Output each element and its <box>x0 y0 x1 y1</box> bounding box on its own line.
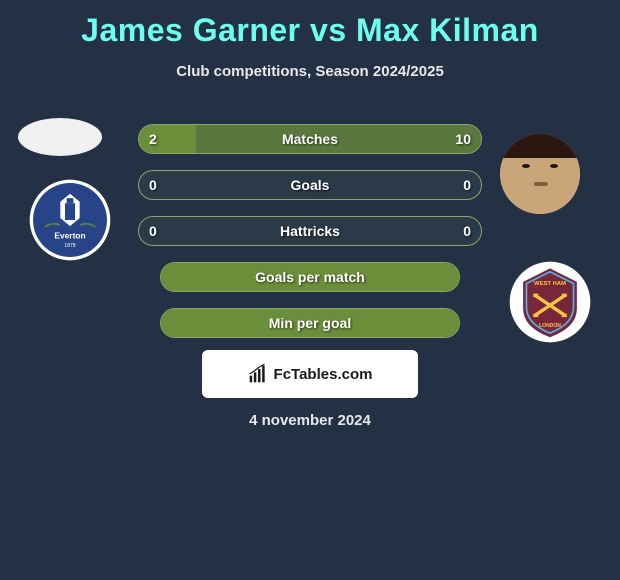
date-text: 4 november 2024 <box>0 412 620 429</box>
everton-logo-icon: Everton 1878 <box>28 178 112 262</box>
stat-row-goals: 0 Goals 0 <box>138 170 482 200</box>
club-crest-left: Everton 1878 <box>28 178 112 262</box>
stats-container: 2 Matches 10 0 Goals 0 0 Hattricks 0 Goa… <box>138 124 482 354</box>
stat-row-mpg: Min per goal <box>160 308 460 338</box>
stat-label: Goals <box>139 171 481 199</box>
stat-label: Goals per match <box>161 263 459 291</box>
stat-value-right: 10 <box>455 125 471 153</box>
stat-value-right: 0 <box>463 171 471 199</box>
brand-box: FcTables.com <box>202 350 418 398</box>
westham-logo-icon: WEST HAM LONDON <box>508 260 592 344</box>
brand-text: FcTables.com <box>274 366 373 383</box>
stat-label: Hattricks <box>139 217 481 245</box>
club-crest-right: WEST HAM LONDON <box>508 260 592 344</box>
stat-row-matches: 2 Matches 10 <box>138 124 482 154</box>
subtitle: Club competitions, Season 2024/2025 <box>0 63 620 80</box>
player-left-avatar <box>18 118 102 156</box>
svg-text:WEST HAM: WEST HAM <box>534 281 566 287</box>
page-title: James Garner vs Max Kilman <box>0 0 620 49</box>
face-graphic <box>500 134 580 214</box>
stat-label: Matches <box>139 125 481 153</box>
chart-icon <box>248 364 268 384</box>
stat-label: Min per goal <box>161 309 459 337</box>
stat-row-hattricks: 0 Hattricks 0 <box>138 216 482 246</box>
svg-text:Everton: Everton <box>54 230 85 240</box>
svg-text:LONDON: LONDON <box>539 323 561 329</box>
svg-text:1878: 1878 <box>64 243 75 249</box>
stat-value-right: 0 <box>463 217 471 245</box>
stat-row-gpm: Goals per match <box>160 262 460 292</box>
player-right-avatar <box>500 134 580 214</box>
